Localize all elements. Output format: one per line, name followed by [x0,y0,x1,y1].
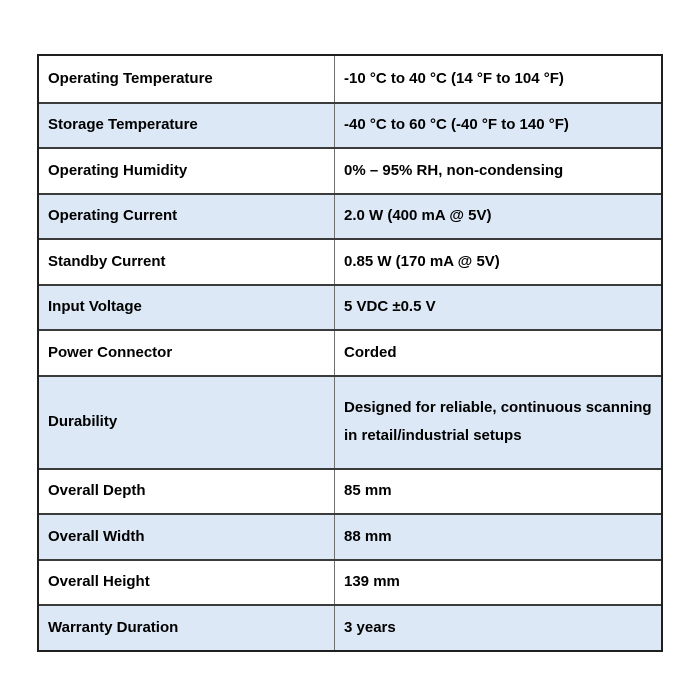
spec-value-text: Corded [344,343,397,361]
table-row-overall-height: Overall Height 139 mm [39,558,661,605]
table-row-warranty-duration: Warranty Duration 3 years [39,604,661,650]
spec-value: 0.85 W (170 mA @ 5V) [335,240,661,284]
spec-label: Overall Width [39,515,335,559]
table-row-storage-temperature: Storage Temperature -40 °C to 60 °C (-40… [39,101,661,148]
spec-value-text: 0.85 W (170 mA @ 5V) [344,252,500,270]
table-row-operating-current: Operating Current 2.0 W (400 mA @ 5V) [39,192,661,239]
spec-value: 88 mm [335,515,661,559]
spec-label: Input Voltage [39,285,335,329]
spec-label: Operating Temperature [39,56,335,102]
spec-label: Overall Height [39,560,335,604]
spec-label: Storage Temperature [39,103,335,147]
table-row-durability: Durability Designed for reliable, contin… [39,374,661,468]
spec-value: -10 °C to 40 °C (14 °F to 104 °F) [335,56,661,102]
spec-value-text: 85 mm [344,482,392,500]
spec-label: Warranty Duration [39,606,335,650]
table-row-standby-current: Standby Current 0.85 W (170 mA @ 5V) [39,238,661,284]
spec-value-text: 5 VDC ±0.5 V [344,298,436,316]
spec-value: 5 VDC ±0.5 V [335,286,661,330]
spec-label: Operating Humidity [39,149,335,193]
table-row-input-voltage: Input Voltage 5 VDC ±0.5 V [39,283,661,330]
spec-value-text: 88 mm [344,527,392,545]
spec-value-text: 139 mm [344,573,400,591]
spec-table: Operating Temperature -10 °C to 40 °C (1… [37,54,663,652]
table-row-overall-width: Overall Width 88 mm [39,513,661,559]
spec-value: 85 mm [335,470,661,514]
spec-value: Corded [335,331,661,375]
spec-value: 139 mm [335,561,661,605]
spec-value: 2.0 W (400 mA @ 5V) [335,195,661,239]
spec-label: Overall Depth [39,469,335,513]
table-row-power-connector: Power Connector Corded [39,329,661,375]
spec-value-text: Designed for reliable, continuous scanni… [344,399,652,444]
spec-label: Standby Current [39,240,335,284]
table-row-operating-temperature: Operating Temperature -10 °C to 40 °C (1… [39,56,661,102]
spec-value: Designed for reliable, continuous scanni… [335,377,661,468]
table-row-operating-humidity: Operating Humidity 0% – 95% RH, non-cond… [39,147,661,193]
table-row-overall-depth: Overall Depth 85 mm [39,467,661,514]
spec-label: Power Connector [39,331,335,375]
spec-value-text: -40 °C to 60 °C (-40 °F to 140 °F) [344,116,569,134]
spec-value: -40 °C to 60 °C (-40 °F to 140 °F) [335,104,661,148]
spec-value: 3 years [335,606,661,650]
spec-value-text: 2.0 W (400 mA @ 5V) [344,207,492,225]
spec-value-text: 3 years [344,618,396,636]
spec-label: Operating Current [39,194,335,238]
spec-value-text: -10 °C to 40 °C (14 °F to 104 °F) [344,69,564,87]
spec-value-text: 0% – 95% RH, non-condensing [344,161,564,179]
spec-value: 0% – 95% RH, non-condensing [335,149,661,193]
spec-label: Durability [39,376,335,468]
